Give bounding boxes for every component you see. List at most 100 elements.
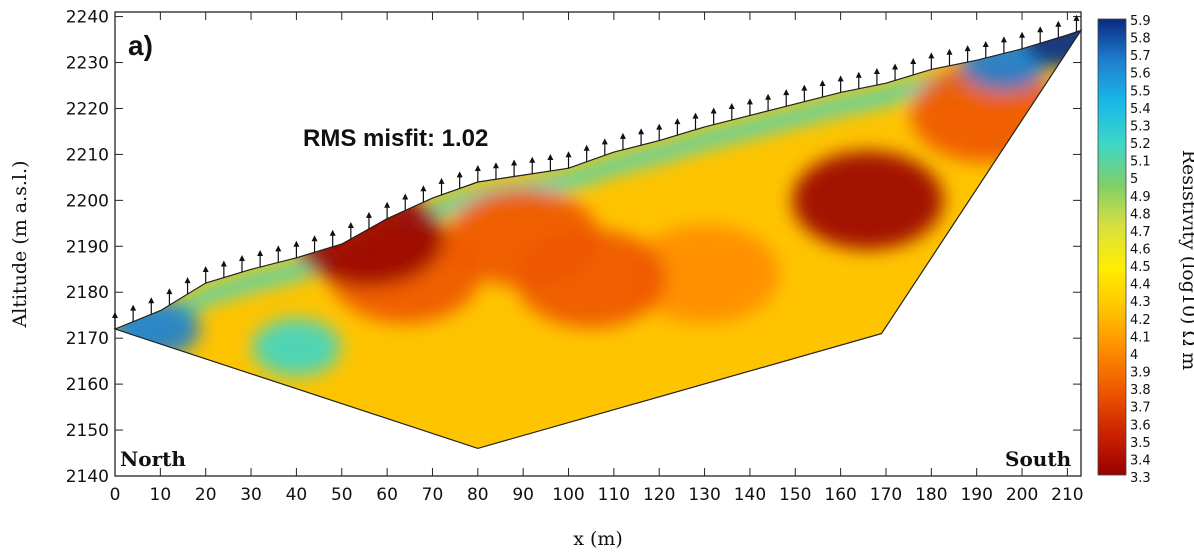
- electrode-arrow: [257, 249, 264, 256]
- electrode-arrow: [474, 164, 481, 171]
- electrode-arrow: [456, 171, 463, 178]
- electrode-arrow: [674, 118, 681, 125]
- y-tick-label: 2200: [66, 191, 109, 211]
- electrode-arrow: [311, 235, 318, 242]
- colorbar-tick-label: 4.3: [1130, 295, 1151, 310]
- electrode-arrow: [238, 255, 245, 262]
- x-tick-label: 120: [643, 485, 675, 505]
- colorbar-tick-label: 4.8: [1130, 207, 1151, 222]
- colorbar-tick-label: 5.6: [1130, 67, 1151, 82]
- electrode-arrow: [492, 162, 499, 169]
- colorbar-tick-label: 3.9: [1130, 366, 1151, 381]
- electrode-arrow: [964, 45, 971, 52]
- electrode-arrow: [1000, 36, 1007, 43]
- x-tick-label: 20: [195, 485, 217, 505]
- electrode-arrow: [565, 151, 572, 158]
- anomaly-blob: [447, 187, 599, 287]
- x-tick-label: 210: [1051, 485, 1083, 505]
- x-tick-label: 170: [870, 485, 902, 505]
- colorbar-tick-label: 3.6: [1130, 418, 1151, 433]
- electrode-arrow: [365, 211, 372, 218]
- anomaly-blob: [629, 224, 780, 324]
- colorbar-tick-label: 3.4: [1130, 453, 1151, 468]
- colorbar-tick-label: 5.4: [1130, 102, 1151, 117]
- electrode-arrow: [1055, 20, 1062, 27]
- electrode-arrow: [1019, 31, 1026, 38]
- electrode-arrow: [873, 68, 880, 75]
- electrode-arrow: [583, 144, 590, 151]
- electrode-arrow: [547, 153, 554, 160]
- colorbar-tick-label: 3.8: [1130, 383, 1151, 398]
- y-tick-label: 2220: [66, 99, 109, 119]
- y-tick-label: 2210: [66, 145, 109, 165]
- colorbar-title: Resistivity (log10) Ω m: [1178, 150, 1194, 371]
- electrode-arrow: [692, 112, 699, 119]
- x-tick-label: 180: [915, 485, 947, 505]
- x-tick-label: 110: [598, 485, 630, 505]
- colorbar-tick-label: 4.9: [1130, 190, 1151, 205]
- colorbar-tick-label: 5.5: [1130, 84, 1151, 99]
- electrode-arrow: [801, 84, 808, 91]
- y-tick-label: 2190: [66, 237, 109, 257]
- electrode-arrow: [638, 128, 645, 135]
- electrode-arrow: [946, 48, 953, 55]
- electrode-arrow: [384, 201, 391, 208]
- x-axis-ticks: 0 10 20 30 40 50 60 70 80 90 100 110 120 130 140 150 160…: [110, 12, 1084, 505]
- colorbar-tick-label: 5.8: [1130, 32, 1151, 47]
- y-tick-label: 2170: [66, 329, 109, 349]
- electrode-arrow: [819, 79, 826, 86]
- near-surface-resistive-layer: [115, 34, 1081, 352]
- electrode-arrow: [910, 57, 917, 64]
- electrode-arrow: [928, 52, 935, 59]
- electrode-arrow: [402, 193, 409, 200]
- colorbar-tick-label: 4.7: [1130, 225, 1151, 240]
- colorbar-tick-label: 4: [1130, 348, 1138, 363]
- electrode-arrow: [438, 177, 445, 184]
- electrode-arrow: [329, 229, 336, 236]
- colorbar-tick-label: 4.2: [1130, 313, 1151, 328]
- electrode-arrow: [656, 123, 663, 130]
- y-tick-label: 2140: [66, 467, 109, 487]
- electrode-arrow: [166, 288, 173, 295]
- colorbar-tick-label: 5.2: [1130, 137, 1151, 152]
- x-tick-label: 0: [110, 485, 121, 505]
- x-tick-label: 160: [824, 485, 856, 505]
- colorbar-tick-label: 4.4: [1130, 278, 1151, 293]
- model-outline: [113, 29, 1083, 450]
- electrode-arrow: [982, 40, 989, 47]
- colorbar-tick-label: 4.6: [1130, 243, 1151, 258]
- colorbar-tick-label: 4.1: [1130, 330, 1151, 345]
- resistivity-model: [115, 30, 1081, 449]
- electrode-arrow: [112, 311, 118, 318]
- electrode-arrow: [837, 75, 844, 82]
- north-label: North: [120, 447, 186, 471]
- x-tick-label: 90: [512, 485, 534, 505]
- electrode-arrow: [1073, 14, 1080, 21]
- colorbar-tick-label: 3.7: [1130, 401, 1151, 416]
- y-tick-label: 2180: [66, 283, 109, 303]
- electrode-arrow: [184, 277, 191, 284]
- electrode-arrow: [892, 63, 899, 70]
- anomaly-blob: [252, 318, 341, 377]
- electrode-arrow: [783, 89, 790, 96]
- y-tick-label: 2230: [66, 54, 109, 74]
- colorbar-tick-label: 5.7: [1130, 49, 1151, 64]
- electrode-markers: [112, 14, 1080, 329]
- electrode-arrow: [275, 245, 282, 252]
- x-tick-label: 80: [467, 485, 489, 505]
- y-tick-label: 2150: [66, 421, 109, 441]
- x-tick-label: 130: [688, 485, 720, 505]
- electrode-arrow: [746, 98, 753, 105]
- panel-label: a): [128, 30, 153, 61]
- electrode-arrow: [601, 138, 608, 145]
- electrode-arrow: [148, 297, 155, 304]
- colorbar-tick-label: 4.5: [1130, 260, 1151, 275]
- colorbar-tick-label: 5.1: [1130, 155, 1151, 170]
- x-tick-label: 190: [960, 485, 992, 505]
- y-axis-label: Altitude (m a.s.l.): [9, 161, 31, 329]
- x-tick-label: 40: [286, 485, 308, 505]
- electrode-arrow: [420, 185, 427, 192]
- electrode-arrow: [220, 260, 227, 267]
- electrode-arrow: [1037, 26, 1044, 33]
